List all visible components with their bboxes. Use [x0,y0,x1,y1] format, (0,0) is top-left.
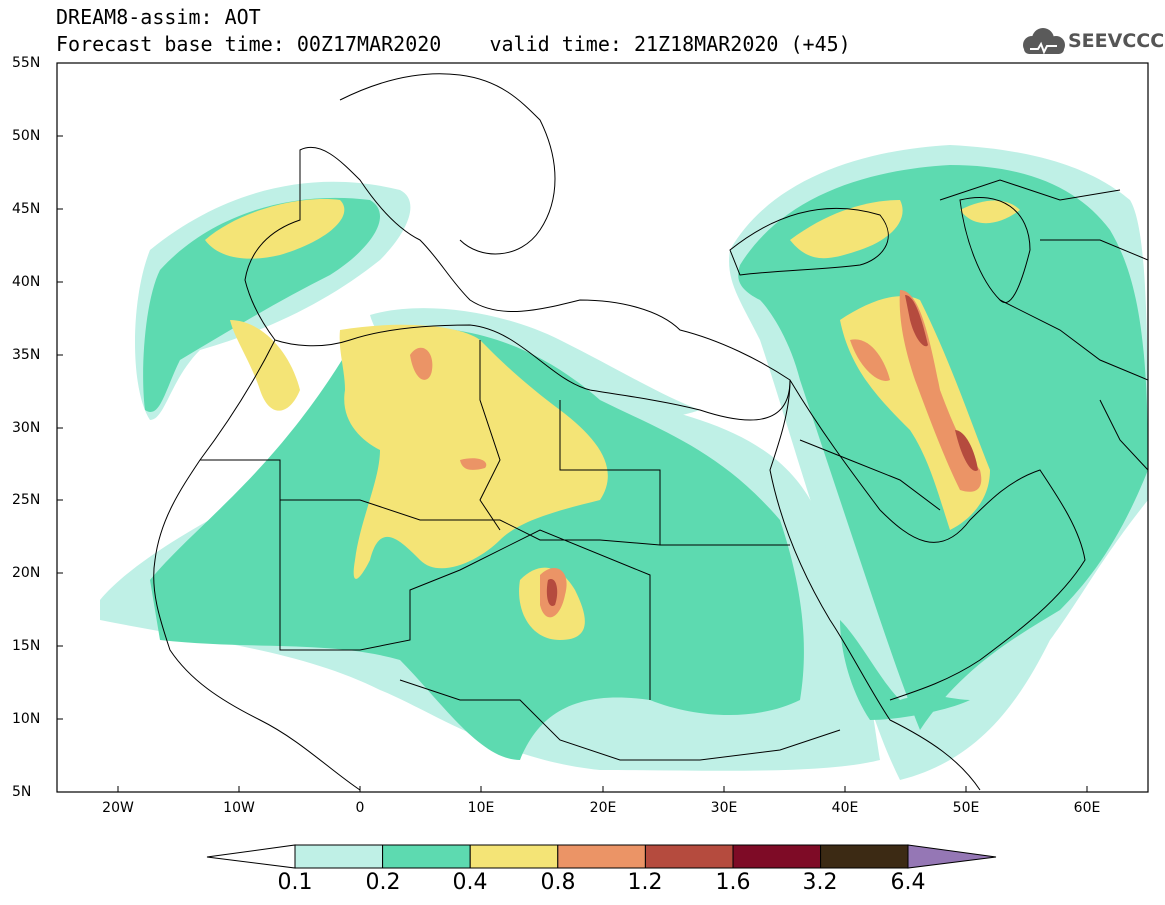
lon-label-10w: 10W [223,800,255,816]
lat-label-10n: 10N [12,711,41,727]
lat-label-25n: 25N [12,492,41,508]
colorbar-label-3.2: 3.2 [802,870,838,895]
lon-label-0: 0 [355,800,365,816]
aot-contour-1.2 [546,295,978,606]
cloud-icon [1023,28,1065,55]
seevccc-logo [1023,28,1065,55]
forecast-times: Forecast base time: 00Z17MAR2020 valid t… [56,32,851,56]
colorbar-label-0.4: 0.4 [452,870,488,895]
lon-label-20e: 20E [589,800,617,816]
lon-label-60e: 60E [1073,800,1101,816]
colorbar-label-0.8: 0.8 [540,870,576,895]
lat-label-15n: 15N [12,638,41,654]
colorbar-label-0.1: 0.1 [277,870,313,895]
colorbar-label-1.2: 1.2 [627,870,663,895]
colorbar-label-6.4: 6.4 [890,870,926,895]
lon-label-50e: 50E [952,800,980,816]
lon-label-10e: 10E [467,800,495,816]
chart-title: DREAM8-assim: AOT [56,5,261,29]
lat-label-5n: 5N [12,784,32,800]
logo-text: SEEVCCC [1068,30,1165,52]
lat-label-30n: 30N [12,420,41,436]
lat-label-20n: 20N [12,565,41,581]
lat-label-55n: 55N [12,55,41,71]
lat-label-40n: 40N [12,274,41,290]
lat-label-45n: 45N [12,201,41,217]
lat-label-35n: 35N [12,347,41,363]
colorbar-label-1.6: 1.6 [715,870,751,895]
colorbar-label-0.2: 0.2 [365,870,401,895]
axis-ticks [57,62,1088,792]
coastlines [153,73,1148,791]
lon-label-20w: 20W [102,800,134,816]
lat-label-50n: 50N [12,128,41,144]
lon-label-30e: 30E [710,800,738,816]
lon-label-40e: 40E [831,800,859,816]
